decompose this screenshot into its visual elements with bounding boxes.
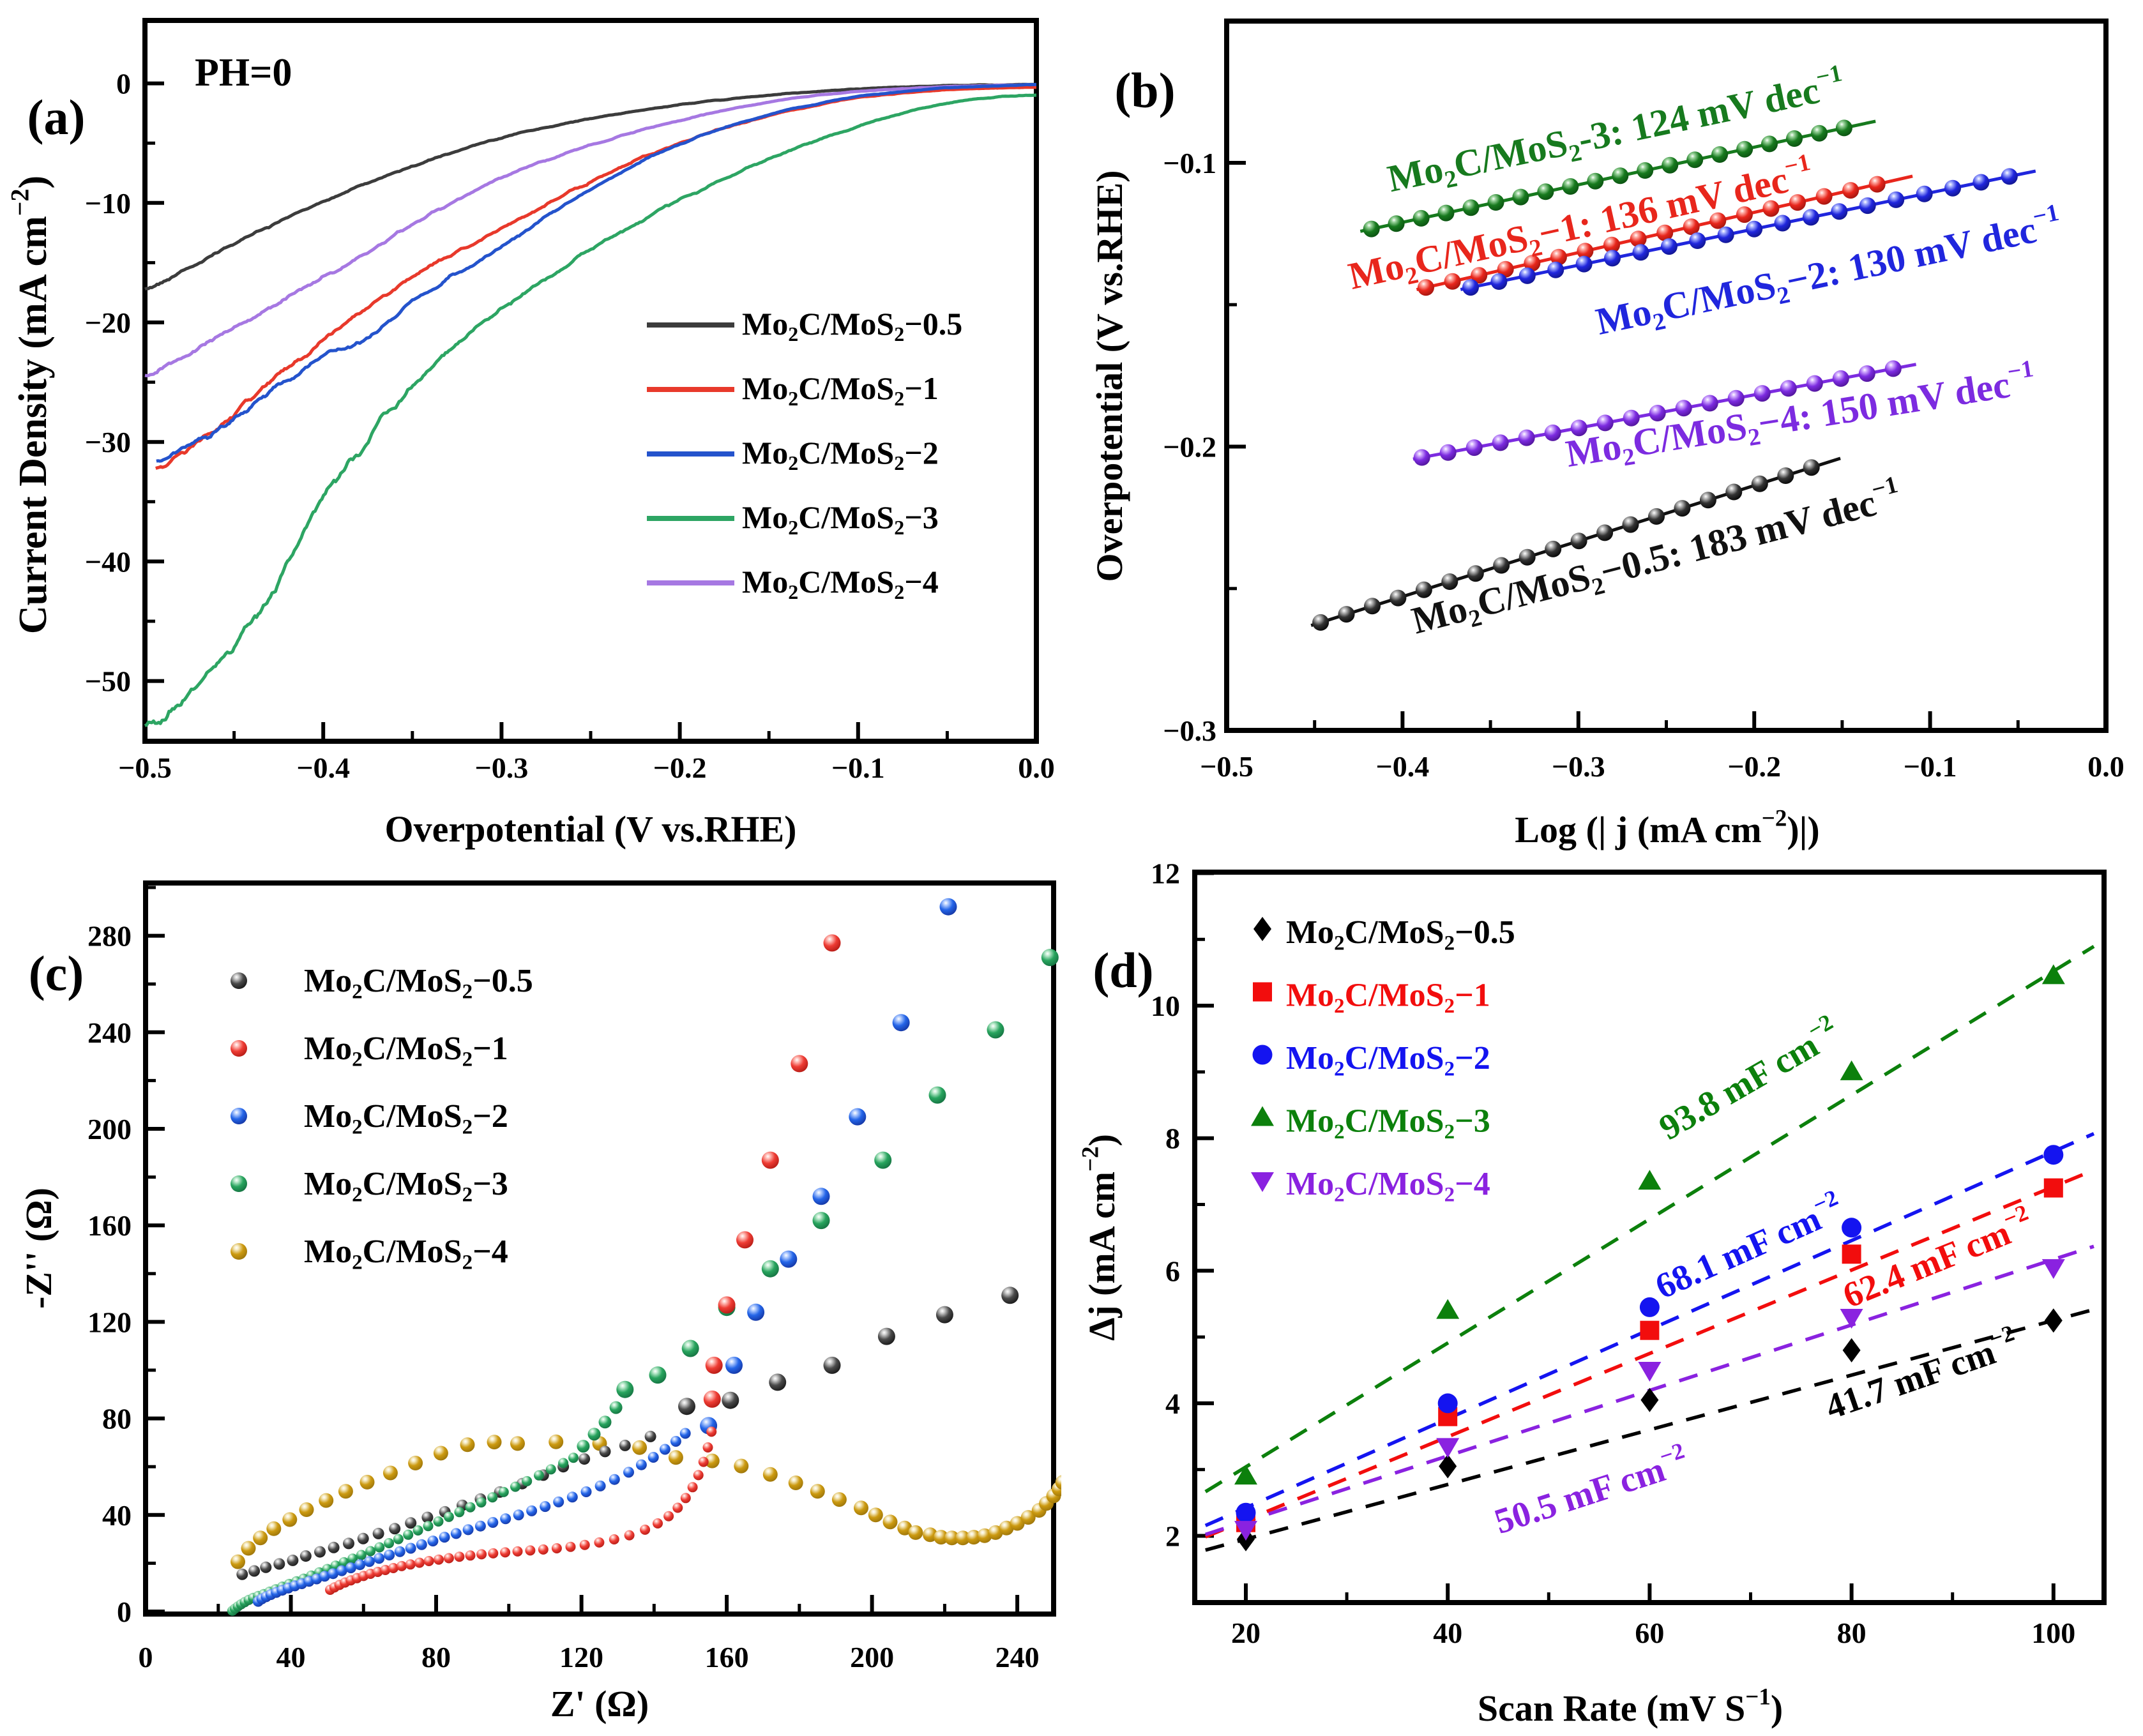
svg-text:−0.4: −0.4 [1376,750,1430,783]
svg-text:Mo2C/MoS2−0.5: Mo2C/MoS2−0.5 [304,963,533,1003]
svg-text:200: 200 [87,1113,132,1145]
svg-text:160: 160 [705,1641,749,1673]
svg-text:40: 40 [1433,1617,1462,1649]
svg-text:−30: −30 [85,426,131,458]
svg-text:−10: −10 [85,187,131,220]
svg-text:Mo2C/MoS2−2: Mo2C/MoS2−2 [742,435,939,474]
svg-text:−0.2: −0.2 [1727,750,1781,783]
svg-text:80: 80 [1837,1617,1867,1649]
svg-text:160: 160 [87,1209,132,1242]
svg-text:Log (| j (mA cm−2)|): Log (| j (mA cm−2)|) [1515,806,1819,851]
svg-text:6: 6 [1165,1255,1180,1287]
svg-text:Z' (Ω): Z' (Ω) [550,1683,649,1725]
svg-text:20: 20 [1231,1617,1261,1649]
svg-text:0.0: 0.0 [1018,751,1055,784]
svg-text:4: 4 [1165,1387,1180,1420]
svg-text:Mo2C/MoS2−3: Mo2C/MoS2−3 [1286,1103,1490,1143]
svg-text:(a): (a) [27,89,86,145]
svg-text:Δj (mA cm−2): Δj (mA cm−2) [1078,1134,1123,1341]
svg-text:Overpotential (V vs.RHE): Overpotential (V vs.RHE) [385,808,797,850]
svg-text:(c): (c) [29,946,84,1001]
svg-text:−0.5: −0.5 [1200,750,1253,783]
svg-text:12: 12 [1151,857,1180,890]
svg-text:0: 0 [139,1641,153,1673]
svg-text:10: 10 [1151,990,1180,1022]
svg-text:Mo2C/MoS2−2: Mo2C/MoS2−2 [1286,1040,1490,1080]
svg-text:Scan Rate (mV S−1): Scan Rate (mV S−1) [1478,1684,1783,1730]
svg-text:−20: −20 [85,306,131,339]
svg-text:−0.5: −0.5 [118,751,172,784]
svg-text:120: 120 [87,1306,132,1338]
svg-text:Mo2C/MoS2−1: Mo2C/MoS2−1 [304,1030,508,1071]
svg-text:Mo2C/MoS2−0.5: Mo2C/MoS2−0.5 [742,306,962,345]
svg-text:Current Density (mA cm−2): Current Density (mA cm−2) [6,176,55,634]
svg-text:Mo2C/MoS2−0.5: Mo2C/MoS2−0.5 [1286,914,1515,955]
svg-text:−40: −40 [85,545,131,578]
svg-text:−50: −50 [85,665,131,698]
svg-text:(d): (d) [1093,942,1153,998]
svg-text:−0.4: −0.4 [296,751,350,784]
svg-text:200: 200 [850,1641,894,1673]
svg-text:0.0: 0.0 [2087,750,2124,783]
svg-text:0: 0 [116,68,131,100]
svg-text:80: 80 [421,1641,451,1673]
svg-text:−0.1: −0.1 [1163,147,1216,179]
svg-text:Mo2C/MoS2−1: Mo2C/MoS2−1 [1286,977,1490,1018]
svg-text:Mo2C/MoS2−1: Mo2C/MoS2−1 [742,370,939,410]
svg-text:240: 240 [996,1641,1040,1673]
svg-text:−0.3: −0.3 [475,751,529,784]
svg-text:Mo2C/MoS2−3: Mo2C/MoS2−3 [742,499,939,539]
svg-text:Mo2C/MoS2−4: Mo2C/MoS2−4 [1286,1166,1490,1206]
svg-text:120: 120 [559,1641,603,1673]
svg-text:Overpotential (V vs.RHE): Overpotential (V vs.RHE) [1089,170,1130,582]
svg-text:240: 240 [87,1016,132,1049]
svg-text:−0.3: −0.3 [1163,714,1216,747]
svg-text:280: 280 [87,920,132,953]
svg-text:(b): (b) [1114,63,1175,118]
svg-text:Mo2C/MoS2−4: Mo2C/MoS2−4 [304,1234,508,1274]
svg-text:40: 40 [276,1641,306,1673]
svg-text:PH=0: PH=0 [195,51,292,94]
svg-text:0: 0 [117,1596,132,1628]
svg-text:8: 8 [1165,1122,1180,1155]
svg-text:2: 2 [1165,1520,1180,1553]
svg-text:Mo2C/MoS2−4: Mo2C/MoS2−4 [742,564,939,603]
svg-text:-Z'' (Ω): -Z'' (Ω) [18,1188,59,1309]
svg-text:−0.1: −0.1 [831,751,885,784]
svg-text:Mo2C/MoS2−2: Mo2C/MoS2−2 [304,1098,508,1138]
svg-text:−0.2: −0.2 [653,751,707,784]
svg-text:80: 80 [102,1403,132,1435]
svg-text:60: 60 [1635,1617,1664,1649]
svg-text:−0.1: −0.1 [1904,750,1957,783]
svg-text:Mo2C/MoS2−3: Mo2C/MoS2−3 [304,1166,508,1206]
svg-text:−0.3: −0.3 [1552,750,1605,783]
svg-text:−0.2: −0.2 [1163,431,1216,464]
svg-text:40: 40 [102,1499,132,1532]
svg-text:100: 100 [2031,1617,2075,1649]
